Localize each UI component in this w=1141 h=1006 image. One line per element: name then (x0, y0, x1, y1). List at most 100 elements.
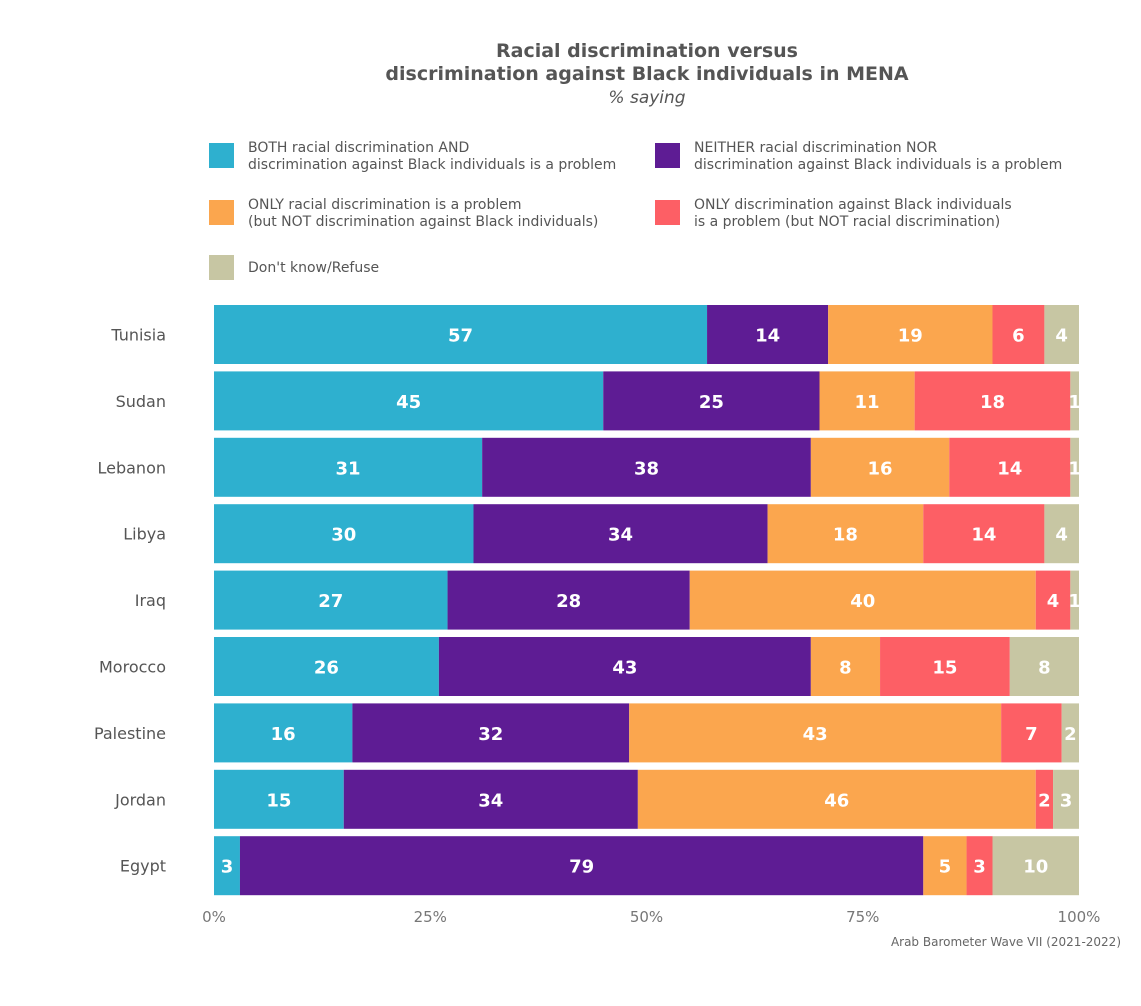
bar-segment-libya-series-2 (473, 504, 768, 564)
data-label-morocco-series-5: 8 (1038, 658, 1051, 679)
bar-segment-egypt-series-1 (214, 836, 240, 896)
legend-item-4: ONLY discrimination against Black indivi… (655, 197, 1012, 230)
bar-row-palestine: 16 32 43 7 2 (214, 703, 1079, 763)
category-label-tunisia: Tunisia (110, 326, 166, 345)
bar-segment-tunisia-series-2 (707, 305, 829, 364)
category-label-palestine: Palestine (94, 724, 166, 743)
legend-label-3-line-1: ONLY racial discrimination is a problem (248, 197, 522, 213)
data-label-morocco-series-1: 26 (314, 658, 339, 679)
bar-row-lebanon: 31 38 16 14 1 (214, 437, 1081, 497)
category-labels: Tunisia Sudan Lebanon Libya Iraq Morocco Pales… (94, 326, 166, 876)
data-label-palestine-series-5: 2 (1064, 724, 1077, 745)
bar-segment-lebanon-series-1 (214, 437, 483, 497)
legend-label-1-line-2: discrimination against Black individuals… (248, 157, 616, 173)
data-label-jordan-series-4: 2 (1038, 790, 1051, 811)
bar-segment-tunisia-series-3 (828, 305, 993, 364)
data-label-lebanon-series-3: 16 (868, 458, 893, 479)
bar-segment-sudan-series-5 (1070, 371, 1079, 431)
data-label-jordan-series-3: 46 (824, 790, 849, 811)
category-label-lebanon: Lebanon (97, 458, 166, 477)
legend-item-1: BOTH racial discrimination ANDdiscrimina… (209, 140, 616, 173)
x-tick-label-3: 50% (630, 908, 663, 926)
bar-segment-morocco-series-4 (880, 637, 1010, 696)
category-label-libya: Libya (123, 525, 166, 544)
bar-segment-iraq-series-3 (689, 570, 1036, 630)
legend-swatch-1 (209, 143, 234, 168)
source-note: Arab Barometer Wave VII (2021-2022) (891, 935, 1121, 949)
bar-segment-egypt-series-2 (239, 836, 924, 896)
bar-row-iraq: 27 28 40 4 1 (214, 570, 1081, 630)
category-label-sudan: Sudan (116, 392, 166, 411)
data-label-iraq-series-5: 1 (1068, 591, 1081, 612)
data-label-libya-series-5: 4 (1055, 525, 1068, 546)
bar-row-jordan: 15 34 46 2 3 (214, 769, 1079, 829)
data-label-sudan-series-2: 25 (699, 392, 724, 413)
legend-label-2-line-1: NEITHER racial discrimination NOR (694, 140, 938, 156)
data-label-tunisia-series-3: 19 (898, 326, 923, 347)
chart-title-line-1: Racial discrimination versus (496, 40, 798, 62)
data-label-tunisia-series-1: 57 (448, 326, 473, 347)
bar-segment-palestine-series-1 (214, 703, 353, 763)
bar-segment-tunisia-series-4 (992, 305, 1045, 364)
legend-item-3: ONLY racial discrimination is a problem(… (209, 197, 598, 230)
legend-label-5-line-1: Don't know/Refuse (248, 260, 379, 276)
data-label-libya-series-4: 14 (971, 525, 996, 546)
data-label-sudan-series-4: 18 (980, 392, 1005, 413)
data-label-tunisia-series-4: 6 (1012, 326, 1025, 347)
x-tick-label-5: 100% (1058, 908, 1101, 926)
data-label-lebanon-series-2: 38 (634, 458, 659, 479)
data-label-palestine-series-3: 43 (803, 724, 828, 745)
bar-segment-libya-series-5 (1044, 504, 1079, 564)
bar-segment-tunisia-series-1 (214, 305, 708, 364)
data-label-jordan-series-2: 34 (478, 790, 503, 811)
bars: 57 14 19 6 445 25 11 18 131 38 16 14 130 34 18 14 427 28 4… (214, 305, 1081, 896)
legend-swatch-4 (655, 200, 680, 225)
data-label-jordan-series-5: 3 (1060, 790, 1073, 811)
bar-row-egypt: 3 79 5 3 10 (214, 836, 1079, 896)
bar-segment-iraq-series-4 (1035, 570, 1071, 630)
data-label-lebanon-series-5: 1 (1068, 458, 1081, 479)
data-label-iraq-series-2: 28 (556, 591, 581, 612)
bar-segment-sudan-series-3 (819, 371, 915, 431)
bar-segment-libya-series-1 (214, 504, 474, 564)
data-label-libya-series-3: 18 (833, 525, 858, 546)
data-label-libya-series-2: 34 (608, 525, 633, 546)
bar-segment-palestine-series-3 (629, 703, 1002, 763)
data-label-palestine-series-4: 7 (1025, 724, 1038, 745)
category-label-iraq: Iraq (135, 591, 166, 610)
category-label-egypt: Egypt (120, 857, 166, 876)
bar-segment-jordan-series-1 (214, 769, 344, 829)
bar-row-morocco: 26 43 8 15 8 (214, 637, 1079, 696)
legend-label-4-line-1: ONLY discrimination against Black indivi… (694, 197, 1012, 213)
bar-segment-sudan-series-4 (914, 371, 1071, 431)
data-label-sudan-series-5: 1 (1068, 392, 1081, 413)
bar-segment-lebanon-series-2 (482, 437, 811, 497)
bar-segment-iraq-series-1 (214, 570, 448, 630)
legend-swatch-3 (209, 200, 234, 225)
bar-row-sudan: 45 25 11 18 1 (214, 371, 1081, 431)
x-tick-label-4: 75% (846, 908, 879, 926)
bar-segment-palestine-series-4 (1001, 703, 1062, 763)
legend-swatch-5 (209, 255, 234, 280)
data-label-iraq-series-4: 4 (1047, 591, 1060, 612)
x-tick-label-1: 0% (202, 908, 226, 926)
legend-item-2: NEITHER racial discrimination NORdiscrim… (655, 140, 1062, 173)
x-tick-label-2: 25% (414, 908, 447, 926)
chart-title: Racial discrimination versus discriminat… (385, 40, 909, 108)
bar-segment-tunisia-series-5 (1044, 305, 1079, 364)
data-label-egypt-series-2: 79 (569, 857, 594, 878)
bar-segment-jordan-series-2 (343, 769, 638, 829)
bar-segment-jordan-series-3 (637, 769, 1036, 829)
bar-segment-jordan-series-5 (1053, 769, 1079, 829)
bar-segment-lebanon-series-5 (1070, 437, 1079, 497)
bar-segment-palestine-series-5 (1061, 703, 1079, 763)
bar-segment-sudan-series-2 (603, 371, 820, 431)
bar-segment-morocco-series-1 (214, 637, 439, 696)
bar-segment-libya-series-3 (767, 504, 924, 564)
bar-segment-jordan-series-4 (1035, 769, 1054, 829)
data-label-morocco-series-2: 43 (612, 658, 637, 679)
legend-swatch-2 (655, 143, 680, 168)
legend-item-5: Don't know/Refuse (209, 255, 379, 280)
